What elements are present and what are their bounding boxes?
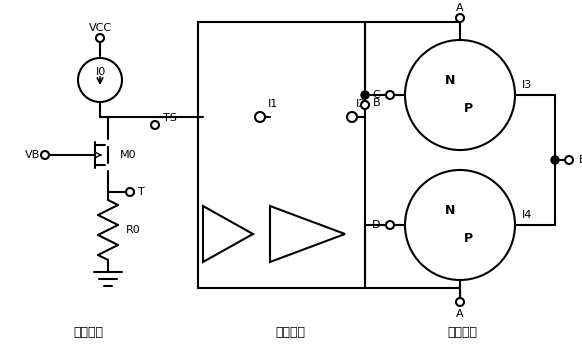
Circle shape <box>551 156 559 164</box>
Circle shape <box>565 156 573 164</box>
Circle shape <box>361 101 369 109</box>
Circle shape <box>386 221 394 229</box>
Text: P: P <box>463 232 473 245</box>
Text: I1: I1 <box>268 99 278 109</box>
Circle shape <box>96 34 104 42</box>
Text: TS: TS <box>163 113 177 123</box>
Text: VB: VB <box>25 150 40 160</box>
Circle shape <box>386 91 394 99</box>
Text: B: B <box>373 98 381 108</box>
Circle shape <box>78 58 122 102</box>
Text: N: N <box>445 74 455 87</box>
Text: I3: I3 <box>522 80 532 90</box>
Text: T: T <box>138 187 145 197</box>
Text: P: P <box>463 102 473 115</box>
Circle shape <box>361 91 369 99</box>
Circle shape <box>405 170 515 280</box>
Text: M0: M0 <box>120 150 137 160</box>
Circle shape <box>456 14 464 22</box>
Text: N: N <box>445 205 455 218</box>
Text: A: A <box>456 3 464 13</box>
Text: 输入电路: 输入电路 <box>73 325 103 338</box>
Circle shape <box>405 40 515 150</box>
Text: C: C <box>372 90 380 100</box>
Circle shape <box>151 121 159 129</box>
Text: 输出电路: 输出电路 <box>447 325 477 338</box>
Text: E: E <box>579 155 582 165</box>
Circle shape <box>41 151 49 159</box>
Text: D: D <box>371 220 380 230</box>
Text: I2: I2 <box>356 99 366 109</box>
Text: VCC: VCC <box>88 23 112 33</box>
Text: I0: I0 <box>96 67 106 77</box>
Text: A: A <box>456 309 464 319</box>
Text: I4: I4 <box>522 210 532 220</box>
Circle shape <box>126 188 134 196</box>
Text: R0: R0 <box>126 225 141 235</box>
Circle shape <box>347 112 357 122</box>
Circle shape <box>255 112 265 122</box>
Circle shape <box>456 298 464 306</box>
Text: 控制电路: 控制电路 <box>275 325 305 338</box>
